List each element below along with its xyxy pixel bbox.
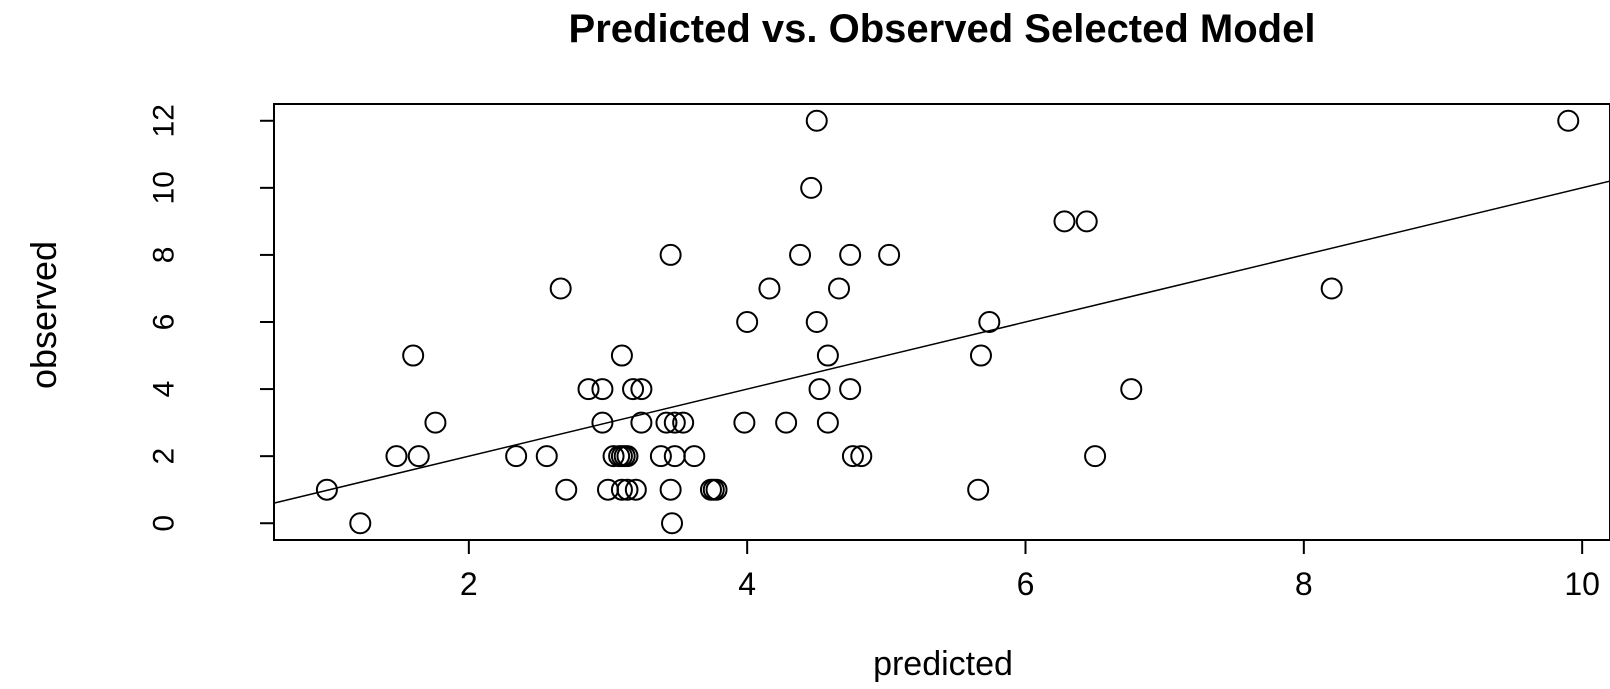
data-point xyxy=(1120,378,1143,401)
data-point xyxy=(630,378,653,401)
data-point xyxy=(1075,210,1098,233)
data-point xyxy=(1557,109,1580,132)
y-tick-label: 8 xyxy=(148,247,181,264)
data-point xyxy=(1053,210,1076,233)
data-point xyxy=(661,512,684,535)
data-point xyxy=(315,478,338,501)
x-tick-label: 6 xyxy=(1017,566,1035,602)
plot-frame xyxy=(273,103,1610,541)
x-tick-label: 2 xyxy=(460,566,478,602)
plot-area xyxy=(273,103,1610,541)
data-point xyxy=(839,243,862,266)
data-point xyxy=(591,411,614,434)
data-point xyxy=(828,277,851,300)
data-point xyxy=(591,378,614,401)
data-point xyxy=(1084,445,1107,468)
data-point xyxy=(616,445,639,468)
data-point xyxy=(610,344,633,367)
data-point xyxy=(424,411,447,434)
data-point xyxy=(659,243,682,266)
data-point xyxy=(683,445,706,468)
data-point xyxy=(808,378,831,401)
x-tick-label: 8 xyxy=(1295,566,1313,602)
data-point xyxy=(672,411,695,434)
x-tick-label: 4 xyxy=(738,566,756,602)
chart-title: Predicted vs. Observed Selected Model xyxy=(569,7,1316,51)
data-point xyxy=(602,445,625,468)
data-point xyxy=(659,478,682,501)
data-point xyxy=(505,445,528,468)
data-point xyxy=(610,478,633,501)
data-point xyxy=(622,378,645,401)
reference-line xyxy=(273,180,1610,504)
data-point xyxy=(705,478,728,501)
data-point xyxy=(663,411,686,434)
data-point xyxy=(385,445,408,468)
data-point xyxy=(1320,277,1343,300)
data-point xyxy=(969,344,992,367)
data-point xyxy=(978,311,1001,333)
data-point xyxy=(967,478,990,501)
y-tick-label: 4 xyxy=(148,381,181,398)
data-point xyxy=(535,445,558,468)
data-point xyxy=(655,411,678,434)
data-point xyxy=(624,478,647,501)
y-tick-label: 2 xyxy=(148,448,181,465)
data-point xyxy=(775,411,798,434)
data-point xyxy=(349,512,372,535)
y-axis-label: observed xyxy=(23,241,64,389)
y-axis: 0 2 4 6 8 10 12 xyxy=(148,104,275,532)
data-point xyxy=(816,344,839,367)
data-point xyxy=(649,445,672,468)
y-tick-label: 12 xyxy=(148,104,181,137)
y-tick-label: 6 xyxy=(148,314,181,331)
data-point xyxy=(841,445,864,468)
data-point xyxy=(663,445,686,468)
data-point xyxy=(407,445,430,468)
data-point xyxy=(555,478,578,501)
x-axis: 2 4 6 8 10 xyxy=(460,540,1600,602)
data-point xyxy=(878,243,901,266)
x-axis-label: predicted xyxy=(873,645,1013,683)
data-point xyxy=(800,176,823,199)
data-point xyxy=(402,344,425,367)
data-point xyxy=(549,277,572,300)
data-point xyxy=(839,378,862,401)
x-tick-label: 10 xyxy=(1564,566,1600,602)
y-tick-label: 10 xyxy=(148,171,181,204)
data-point xyxy=(736,311,759,333)
data-point xyxy=(577,378,600,401)
data-point xyxy=(789,243,812,266)
data-point xyxy=(758,277,781,300)
data-point xyxy=(630,411,653,434)
data-point xyxy=(805,311,828,333)
data-point xyxy=(816,411,839,434)
data-point xyxy=(805,109,828,132)
data-point xyxy=(850,445,873,468)
data-point xyxy=(616,478,639,501)
y-tick-label: 0 xyxy=(148,515,181,532)
data-point xyxy=(733,411,756,434)
